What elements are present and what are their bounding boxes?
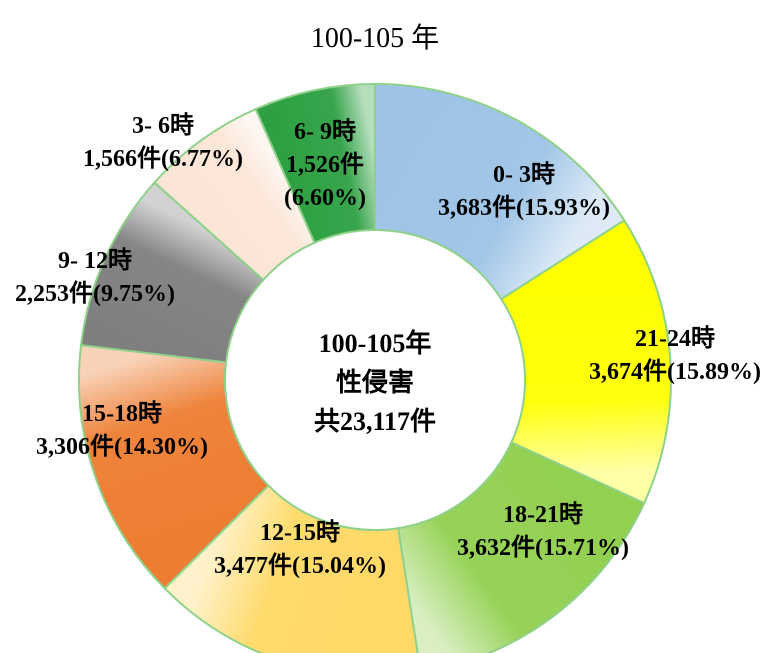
slice-label-7-line-0: 6- 9時 [294, 118, 356, 145]
slice-label-2-line-1: 3,632件(15.71%) [457, 534, 629, 561]
center-label: 100-105年 性侵害 共23,117件 [314, 328, 436, 436]
labels-group: 0- 3時 3,683件(15.93%) 21-24時 3,674件(15.89%) 1… [15, 112, 761, 579]
slices-group [78, 82, 672, 653]
slice-label-1-line-1: 3,674件(15.89%) [589, 358, 761, 385]
slice-label-6-line-0: 3- 6時 [132, 112, 194, 139]
slice-1 [499, 218, 672, 505]
center-line-3: 共23,117件 [314, 407, 436, 436]
slice-label-2-line-0: 18-21時 [503, 501, 583, 528]
slice-2 [396, 441, 646, 653]
center-line-1: 100-105年 [319, 328, 432, 358]
slice-4 [78, 344, 270, 590]
slice-3 [163, 484, 419, 653]
slice-7 [254, 82, 376, 245]
slice-label-4-line-1: 3,306件(14.30%) [36, 433, 208, 460]
slice-label-3-line-0: 12-15時 [260, 519, 340, 546]
slice-label-1-line-0: 21-24時 [635, 325, 715, 352]
slice-label-0-line-0: 0- 3時 [493, 161, 555, 188]
slice-label-0-line-1: 3,683件(15.93%) [438, 194, 610, 221]
slice-label-4-line-0: 15-18時 [82, 400, 162, 427]
slice-label-6-line-1: 1,566件(6.77%) [83, 145, 243, 172]
slice-label-3-line-1: 3,477件(15.04%) [214, 552, 386, 579]
slice-label-7-line-1: 1,526件 [286, 151, 364, 178]
chart-title: 100-105 年 [311, 22, 439, 54]
center-line-2: 性侵害 [336, 367, 414, 397]
slice-0 [374, 82, 626, 301]
slice-label-5-line-1: 2,253件(9.75%) [15, 280, 175, 307]
slice-label-7-line-2: (6.60%) [284, 185, 366, 211]
slice-label-5-line-0: 9- 12時 [58, 247, 132, 274]
